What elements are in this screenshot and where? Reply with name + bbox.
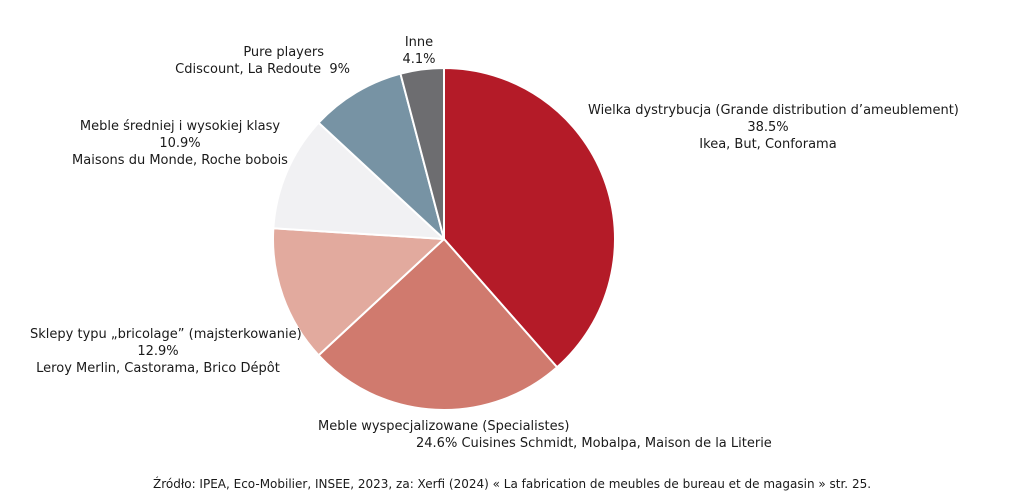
slice-value: 24.6% <box>416 436 458 451</box>
slice-label-meble-wyspecjalizowane: Meble wyspecjalizowane (Specialistes) 24… <box>318 418 772 452</box>
slice-examples: Cuisines Schmidt, Mobalpa, Maison de la … <box>461 436 772 451</box>
slice-name: Wielka dystrybucja (Grande distribution … <box>588 103 959 118</box>
slice-examples: Maisons du Monde, Roche bobois <box>72 153 288 168</box>
pie-chart <box>272 67 616 411</box>
slice-name: Pure players <box>243 45 324 60</box>
slice-examples: Cdiscount, La Redoute <box>175 62 322 77</box>
slice-name: Sklepy typu „bricolage” (majsterkowanie) <box>30 327 302 342</box>
slice-value: 10.9% <box>159 136 201 151</box>
pie-slice-5 <box>399 67 445 240</box>
slice-label-wielka-dystrybucja: Wielka dystrybucja (Grande distribution … <box>588 102 959 153</box>
slice-name: Inne <box>404 35 434 50</box>
pie-slice-4 <box>317 72 445 240</box>
source-note: Źródło: IPEA, Eco-Mobilier, INSEE, 2023,… <box>152 477 872 491</box>
slice-value: 12.9% <box>137 344 179 359</box>
slice-name: Meble wyspecjalizowane (Specialistes) <box>318 419 570 434</box>
slice-value: 9% <box>329 62 350 77</box>
pie-slice-1 <box>317 238 559 411</box>
slice-name: Meble średniej i wysokiej klasy <box>79 119 281 134</box>
pie-slice-2 <box>272 227 445 357</box>
slice-label-pure-players: Pure players Cdiscount, La Redoute 9% <box>150 44 350 78</box>
slice-label-meble-srednie-wysokie: Meble średniej i wysokiej klasy 10.9% Ma… <box>70 118 290 169</box>
pie-slice-3 <box>272 121 445 240</box>
slice-label-sklepy-bricolage: Sklepy typu „bricolage” (majsterkowanie)… <box>30 326 302 377</box>
pie-slice-0 <box>443 67 616 369</box>
slice-examples: Ikea, But, Conforama <box>699 137 837 152</box>
slice-value: 38.5% <box>747 120 789 135</box>
slice-label-inne: Inne 4.1% <box>394 34 444 68</box>
slice-value: 4.1% <box>402 52 436 67</box>
slice-examples: Leroy Merlin, Castorama, Brico Dépôt <box>36 361 280 376</box>
